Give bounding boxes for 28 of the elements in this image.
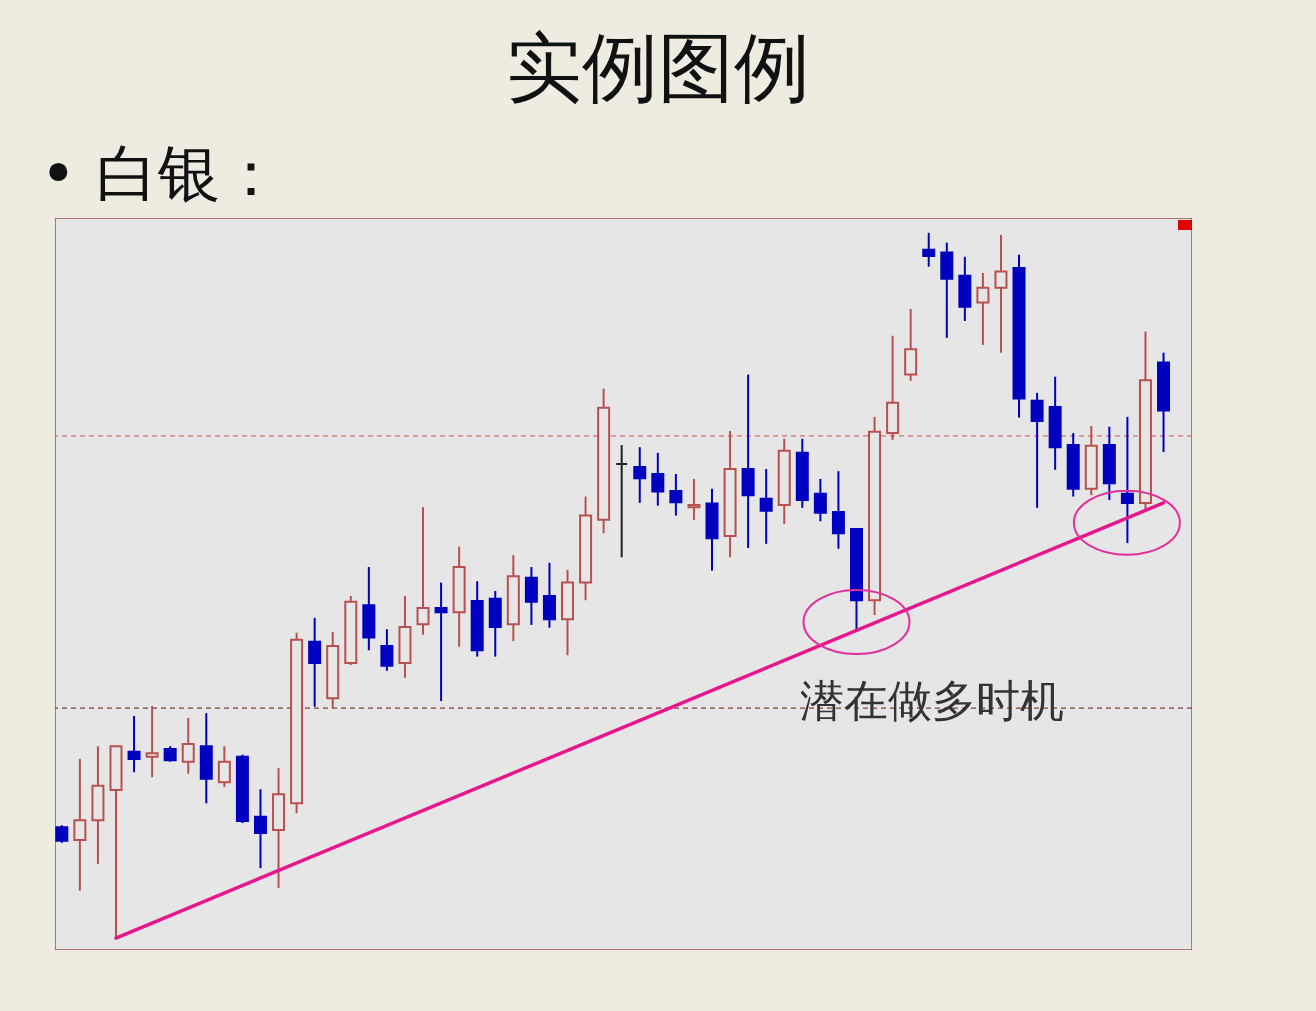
candlestick [1120,415,1134,545]
candlestick [181,716,195,775]
candlestick [669,472,683,517]
candlestick [759,468,773,545]
candlestick [831,470,845,550]
candlestick [633,446,647,504]
candlestick [416,506,430,636]
candlestick [145,705,159,779]
candlestick [308,616,322,708]
chart-subtitle: • 白银： [40,136,283,212]
candlestick [976,272,990,346]
candlestick [380,628,394,672]
candlestick [524,566,538,626]
candlestick [994,233,1008,354]
candlestick [253,788,267,870]
candlestick [217,745,231,789]
candlestick [127,714,141,774]
candlestick [651,451,665,507]
annotation: 潜在做多时机 [800,674,1064,728]
candlestick [434,581,448,703]
chart-title: 实例图例 [505,22,811,114]
candlestick [615,444,629,559]
candlestick [813,477,827,523]
candlestick [922,231,936,268]
candlestick [1030,391,1044,509]
candlestick [73,757,87,892]
candlestick [687,477,701,521]
candlestick [542,561,556,629]
